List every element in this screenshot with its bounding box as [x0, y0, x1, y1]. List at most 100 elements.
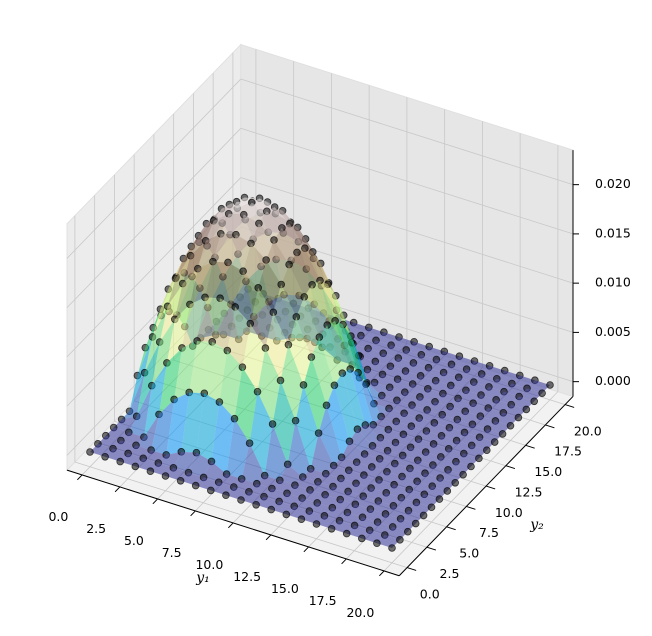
surface-patch — [365, 424, 389, 438]
surface-patch — [390, 358, 414, 372]
surface-patch — [249, 391, 273, 476]
surface-patch — [394, 455, 418, 469]
y-tick-label: 17.5 — [554, 444, 582, 459]
surface-patch — [319, 325, 343, 386]
scatter-point — [514, 413, 523, 422]
surface-patch — [256, 475, 280, 489]
surface-patch — [257, 348, 281, 425]
surface-patch — [228, 201, 252, 215]
surface-patch — [348, 462, 372, 476]
surface-patch — [273, 284, 297, 345]
surface-patch — [416, 494, 440, 508]
surface-patch — [274, 227, 297, 265]
surface-patch — [195, 477, 219, 491]
surface-patch — [196, 393, 220, 462]
surface-patch — [180, 472, 204, 486]
tick-mark — [564, 404, 575, 408]
surface-patch — [343, 324, 366, 385]
surface-patch — [413, 354, 437, 368]
surface-patch — [241, 491, 264, 505]
surface-patch — [405, 362, 429, 376]
surface-patch — [220, 262, 244, 307]
scatter-point — [396, 536, 404, 544]
surface-patch — [504, 383, 527, 397]
surface-patch — [235, 271, 259, 324]
surface-patch — [356, 454, 380, 467]
surface-patch — [388, 421, 412, 435]
surface-patch — [395, 434, 419, 448]
surface-patch — [325, 486, 349, 500]
surface-patch — [143, 450, 167, 464]
z-tick-label: 0.000 — [595, 373, 631, 388]
scatter-point — [530, 397, 538, 406]
surface-patch — [97, 435, 121, 449]
surface-patch — [137, 309, 161, 376]
surface-patch — [304, 284, 328, 338]
surface-patch — [304, 248, 328, 285]
surface-patch — [165, 467, 189, 481]
surface-patch — [367, 361, 391, 375]
surface-patch — [448, 461, 471, 475]
surface-patch — [519, 388, 543, 402]
surface-patch — [375, 353, 399, 367]
surface-patch — [496, 391, 520, 405]
surface-patch — [235, 214, 259, 244]
surface-patch — [287, 485, 310, 499]
surface-patch — [384, 526, 408, 540]
tick-mark — [265, 534, 272, 541]
surface-patch — [266, 207, 290, 228]
tick-mark — [303, 546, 309, 553]
scatter-point — [419, 511, 428, 520]
scatter-point — [191, 481, 200, 490]
surface-patch — [310, 481, 333, 495]
surface-patch — [174, 268, 198, 320]
surface-patch — [204, 341, 228, 403]
scatter-point — [342, 529, 351, 538]
surface-patch — [105, 427, 129, 441]
surface-patch — [358, 355, 382, 404]
scatter-point — [490, 438, 499, 446]
surface-patch — [327, 320, 351, 374]
surface-patch — [418, 431, 442, 444]
surface-patch — [419, 388, 443, 402]
surface-patch — [481, 365, 505, 379]
surface-patch — [368, 340, 392, 354]
y-tick-label: 12.5 — [515, 484, 543, 499]
surface-patch — [335, 320, 359, 373]
surface-patch — [435, 393, 458, 407]
surface-patch — [383, 345, 407, 359]
surface-patch — [205, 261, 228, 299]
surface-patch — [281, 223, 305, 253]
surface-patch — [220, 213, 244, 235]
y-tick-label: 7.5 — [479, 525, 499, 540]
tick-mark — [379, 570, 385, 577]
surface-patch — [417, 473, 441, 487]
surface-patch — [120, 432, 144, 446]
surface-patch — [374, 374, 398, 388]
surface-patch — [495, 412, 519, 426]
scatter-point — [435, 495, 444, 503]
surface-patch — [136, 414, 159, 451]
surface-patch — [312, 280, 336, 326]
surface-patch — [280, 344, 304, 421]
y-tick-label: 0.0 — [420, 586, 440, 601]
surface-patch — [302, 468, 326, 482]
surface-patch — [473, 373, 497, 387]
scatter-point — [443, 487, 452, 495]
surface-patch — [210, 482, 234, 496]
surface-patch — [310, 433, 334, 474]
surface-patch — [325, 465, 349, 479]
surface-patch — [213, 201, 237, 221]
surface-patch — [264, 488, 287, 502]
surface-patch — [366, 382, 390, 396]
surface-patch — [472, 416, 496, 430]
surface-patch — [463, 445, 487, 459]
surface-patch — [294, 477, 318, 490]
scatter-point — [427, 503, 436, 512]
surface-patch — [376, 535, 400, 548]
surface-patch — [251, 198, 275, 212]
surface-patch — [228, 234, 251, 272]
surface-patch — [362, 509, 386, 523]
surface-patch — [455, 453, 479, 467]
surface-patch — [334, 373, 358, 442]
